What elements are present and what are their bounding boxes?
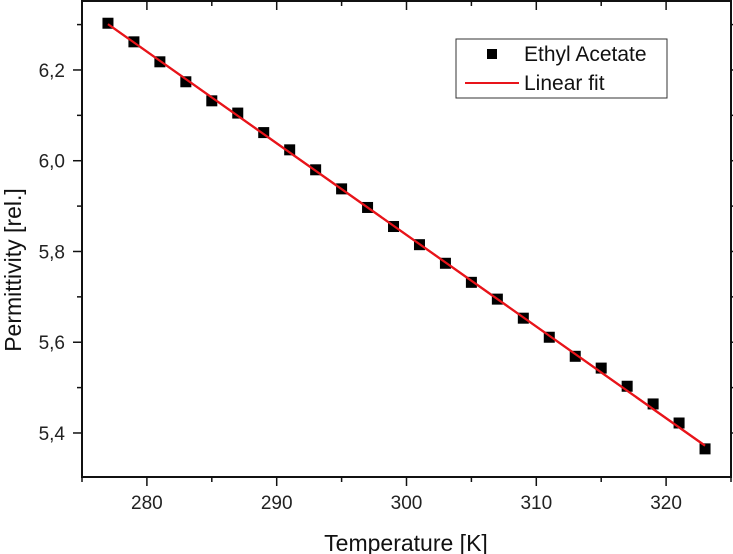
- data-point-square: [102, 17, 114, 29]
- legend-square-marker-icon: [487, 49, 497, 59]
- data-point-square: [284, 144, 296, 156]
- data-point-square: [465, 276, 477, 288]
- data-point-square: [699, 443, 711, 455]
- y-axis-title: Permittivity [rel.]: [0, 188, 26, 352]
- y-tick-label: 5,6: [39, 333, 65, 354]
- data-point-square: [647, 398, 659, 410]
- x-tick-label: 300: [391, 493, 423, 514]
- data-point-square: [595, 362, 607, 374]
- data-point-square: [206, 95, 218, 107]
- x-tick-label: 290: [261, 493, 293, 514]
- y-tick-label: 5,8: [39, 242, 65, 263]
- linear-fit-overlay: [107, 23, 706, 447]
- data-markers: [102, 17, 711, 455]
- data-point-square: [569, 350, 581, 362]
- y-tick-label: 6,0: [39, 152, 65, 173]
- legend: Ethyl Acetate Linear fit: [455, 38, 668, 99]
- x-tick-label: 310: [520, 493, 552, 514]
- legend-box: [455, 38, 668, 99]
- data-point-square: [258, 127, 270, 139]
- y-tick-label: 6,2: [39, 61, 65, 82]
- y-tick-label: 5,4: [39, 424, 66, 445]
- x-tick-labels: 280 290 300 310 320: [131, 493, 682, 514]
- y-tick-labels: 5,4 5,6 5,8 6,0 6,2: [39, 61, 66, 445]
- data-point-square: [180, 76, 192, 88]
- data-point-square: [621, 380, 633, 392]
- x-axis-title: Temperature [K]: [324, 530, 488, 554]
- legend-label-linear-fit: Linear fit: [524, 72, 605, 95]
- x-tick-label: 320: [650, 493, 682, 514]
- legend-label-ethyl-acetate: Ethyl Acetate: [524, 43, 647, 66]
- data-point-square: [673, 417, 685, 429]
- x-tick-label: 280: [131, 493, 163, 514]
- data-point-square: [232, 107, 244, 119]
- data-point-square: [543, 331, 555, 343]
